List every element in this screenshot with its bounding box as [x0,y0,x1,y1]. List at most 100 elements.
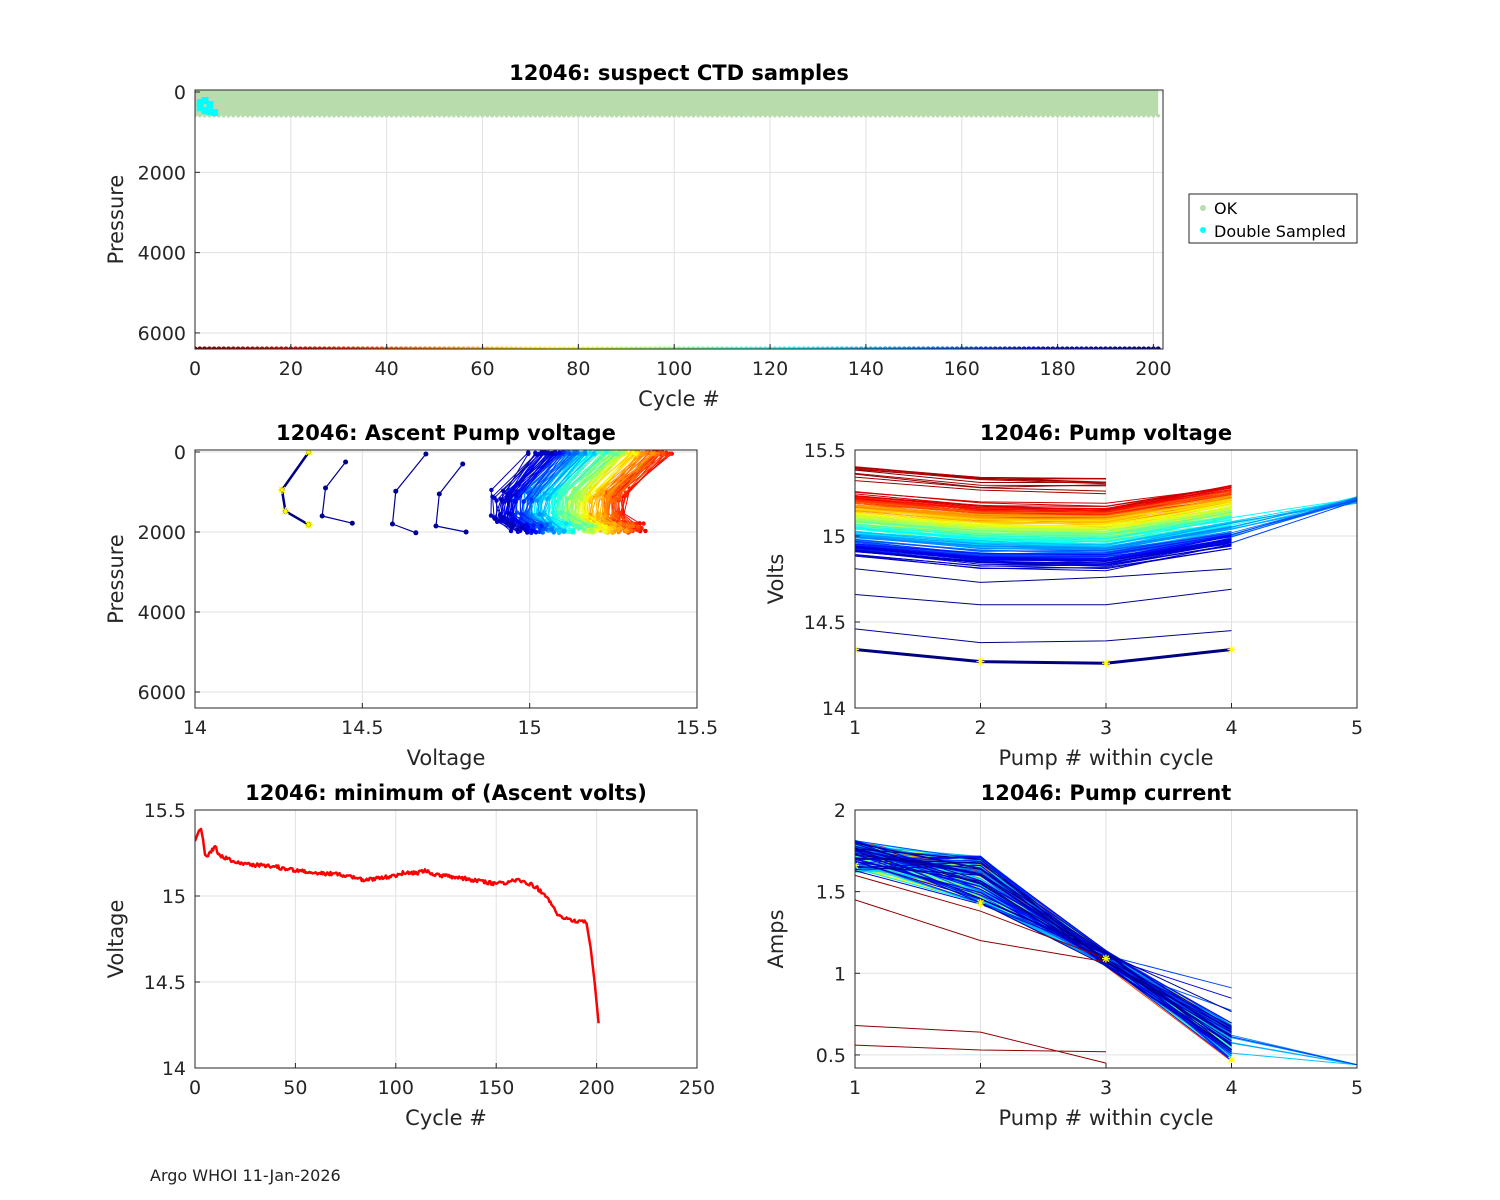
y-tick-label: 6000 [138,682,186,704]
ok-sample-point [471,113,475,118]
cycle-color-marker [949,346,955,349]
cycle-color-marker [844,346,850,349]
ok-sample-point [284,113,288,118]
cycle-color-marker [1122,346,1128,349]
ok-sample-point [499,113,504,118]
ascent-profile-line [321,461,353,524]
cycle-color-marker [1112,346,1118,349]
cycle-color-marker [523,346,529,349]
cycle-color-marker [978,346,984,349]
ascent-point [557,450,562,455]
ok-sample-point [581,113,585,118]
cycle-color-marker [249,346,256,349]
cycle-color-marker [1016,346,1022,349]
ascent-point [564,497,570,502]
ascent-point [572,451,578,456]
x-axis-label: Voltage [407,746,486,770]
ascent-point [489,487,494,493]
ascent-point [611,525,617,531]
ascent-point [539,450,544,455]
ok-sample-point [466,113,470,118]
ascent-profile-line [511,453,555,534]
x-tick-label: 0 [189,358,201,380]
cycle-color-marker [820,346,826,349]
ok-sample-point [614,113,619,118]
cycle-color-marker [757,346,764,349]
cycle-color-marker [470,346,476,349]
cycle-color-marker [211,346,217,349]
ok-sample-point [236,113,240,118]
pump-voltage-line [855,542,1232,564]
cycle-color-marker [254,346,260,349]
cycle-color-marker [690,346,696,349]
cycle-color-marker [1035,346,1042,349]
ascent-highlight-star [304,450,313,456]
cycle-color-marker [877,346,883,349]
ok-sample-point [629,113,633,118]
ascent-point [591,450,597,456]
ok-sample-point [1031,113,1036,118]
cycle-color-marker [614,346,620,349]
y-tick-label: 4000 [138,602,186,624]
ok-sample-point [451,113,456,118]
ascent-point [488,513,494,518]
ascent-profile-line [559,451,608,528]
ok-sample-point [868,113,873,118]
ok-sample-point [1132,113,1137,118]
pump-voltage-line [855,539,1232,562]
axes: 14 14.5 15 15.5 0 2000 4000 6000 [138,442,719,739]
ascent-point [436,491,442,497]
legend: OK Double Sampled [1188,193,1358,244]
ok-sample-point [931,113,935,118]
ok-sample-point [461,113,466,118]
legend-box [1188,193,1358,244]
y-axis-label: Pressure [104,175,128,265]
pump-voltage-line [855,468,1107,485]
ascent-point [498,497,504,502]
ok-sample-point [428,113,432,118]
ascent-point [506,499,511,504]
pump-voltage-line [855,500,1232,524]
y-tick-label: 2000 [138,522,186,544]
cycle-color-marker [403,346,409,349]
ascent-point [655,451,661,456]
x-tick-label: 1 [849,1077,861,1099]
x-tick-label: 180 [1039,358,1075,380]
ascent-point [508,528,514,534]
cycle-color-marker [374,346,380,349]
ok-sample-point [959,113,964,118]
ok-sample-point [878,113,883,118]
ok-sample-point [1074,113,1079,118]
ok-sample-point [715,113,720,118]
ascent-highlight-star [304,520,313,529]
pump-current-line [855,1025,1107,1064]
cycle-color-marker [432,346,438,349]
cycle-color-marker [195,346,198,349]
ascent-point [620,450,626,455]
cycle-color-marker [417,346,423,349]
ascent-point [527,489,533,495]
ok-sample-point [332,113,336,118]
cycle-color-marker [805,346,811,349]
ok-sample-point [811,113,815,118]
ascent-point [612,511,618,516]
ok-sample-point [945,113,950,118]
cycle-color-marker [1146,346,1152,349]
ascent-point [582,450,588,455]
x-tick-label: 2 [974,717,986,739]
ascent-point [319,513,325,519]
ascent-point [575,524,580,529]
cycle-color-marker [408,346,414,349]
cycle-color-marker [714,346,720,349]
ok-sample-point [1060,113,1065,118]
ok-sample-point [590,113,595,118]
ascent-point [593,524,598,529]
ascent-profile-line [590,452,638,529]
ascent-profile-line [391,453,427,534]
double-sampled-point [196,99,204,107]
cycle-color-marker [705,346,711,349]
ok-sample-point [571,113,576,118]
ascent-point [551,487,556,492]
ascent-point [582,527,587,532]
